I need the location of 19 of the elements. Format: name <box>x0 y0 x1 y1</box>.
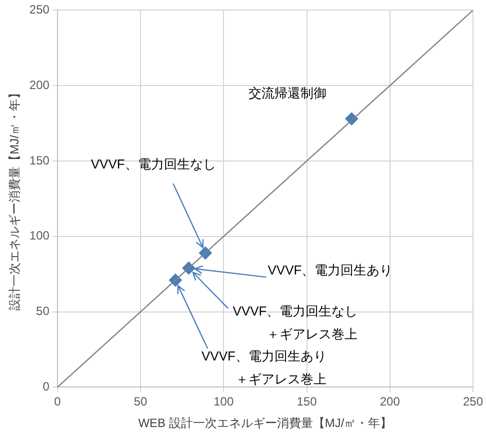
x-tick-label: 150 <box>296 394 318 409</box>
annotation: VVVF、電力回生なし＋ギアレス巻上 <box>232 304 358 342</box>
annotation: VVVF、電力回生なし <box>90 156 216 172</box>
y-tick-label: 150 <box>29 153 50 168</box>
x-tick-label: 100 <box>214 394 234 409</box>
x-tick-label: 50 <box>134 394 148 409</box>
x-tick-label: 0 <box>54 394 62 409</box>
annotation: VVVF、電力回生あり <box>268 262 393 278</box>
x-tick-label: 200 <box>380 394 400 409</box>
y-tick-label: 0 <box>42 380 50 394</box>
annotation: 交流帰還制御 <box>248 85 327 100</box>
y-tick-label: 200 <box>29 78 50 92</box>
y-tick-label: 50 <box>36 304 50 318</box>
y-tick-label: 100 <box>29 228 50 243</box>
y-axis-title: 設計一次エネルギー消費量【MJ/㎡・年】 <box>8 87 22 310</box>
x-axis-title: WEB 設計一次エネルギー消費量【MJ/㎡・年】 <box>138 416 392 430</box>
annotation: VVVF、電力回生あり＋ギアレス巻上 <box>201 348 326 387</box>
x-tick-label: 250 <box>462 394 484 409</box>
y-tick-label: 250 <box>29 2 50 17</box>
